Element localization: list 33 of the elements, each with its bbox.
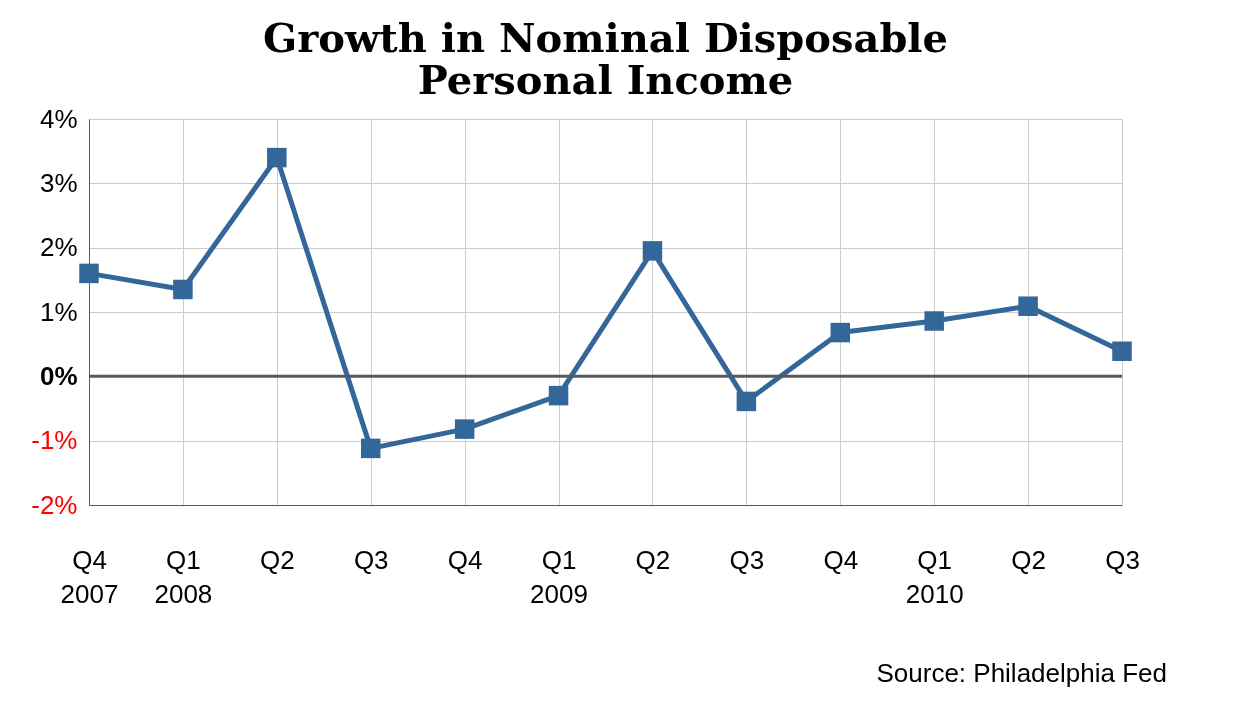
x-tick-label: Q1 2010 bbox=[905, 544, 964, 609]
x-tick-label: Q2 bbox=[1011, 544, 1046, 575]
point bbox=[173, 279, 193, 300]
point bbox=[1112, 341, 1132, 361]
point bbox=[267, 147, 287, 168]
x-tick-label: Q3 bbox=[353, 544, 389, 575]
point bbox=[642, 241, 663, 261]
y-tick-label: -1% bbox=[31, 425, 78, 456]
y-tick-label: 1% bbox=[39, 296, 78, 327]
x-tick-label: Q3 bbox=[729, 544, 765, 575]
x-tick-label: Q1 2008 bbox=[154, 544, 213, 609]
point bbox=[736, 391, 757, 412]
x-tick-label: Q2 bbox=[635, 544, 671, 575]
x-tick-label: Q4 bbox=[447, 544, 483, 575]
y-tick-label: -2% bbox=[31, 489, 78, 520]
source-note: Source: Philadelphia Fed bbox=[876, 658, 1167, 688]
x-tick-label: Q4 2007 bbox=[60, 544, 119, 609]
point bbox=[924, 311, 944, 331]
x-tick-label: Q1 2009 bbox=[530, 544, 588, 609]
y-tick-label: 0% bbox=[39, 360, 78, 391]
chart-title: Growth in Nominal Disposable Personal Income bbox=[262, 14, 949, 103]
y-tick-label: 4% bbox=[39, 103, 78, 134]
point bbox=[454, 419, 475, 439]
y-tick-label: 2% bbox=[39, 232, 78, 263]
y-tick-label: 3% bbox=[39, 167, 78, 198]
x-tick-label: Q3 bbox=[1105, 544, 1140, 575]
point bbox=[1018, 296, 1038, 316]
point bbox=[830, 322, 851, 343]
point bbox=[360, 438, 381, 459]
x-tick-label: Q4 bbox=[823, 544, 859, 575]
point bbox=[79, 263, 99, 284]
point bbox=[548, 385, 569, 406]
x-tick-label: Q2 bbox=[259, 544, 295, 575]
